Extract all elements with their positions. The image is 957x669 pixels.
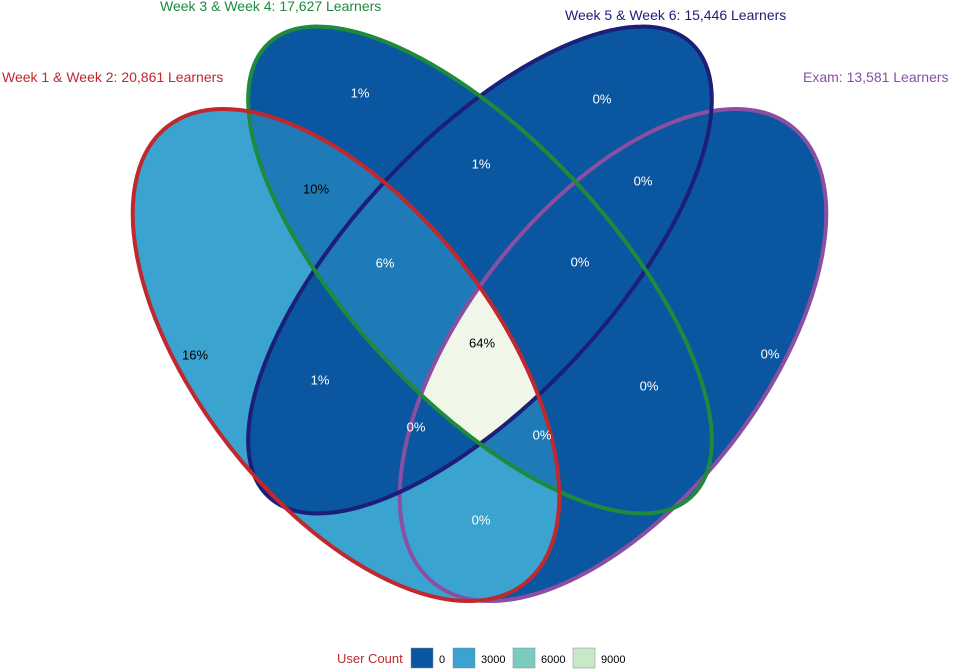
region-w12-exam: 0% bbox=[472, 512, 491, 527]
set-label-week34: Week 3 & Week 4: 17,627 Learners bbox=[160, 0, 381, 14]
legend: User Count 0 3000 6000 9000 bbox=[337, 647, 625, 669]
venn-fills bbox=[132, 26, 827, 602]
week34-outline bbox=[246, 24, 714, 516]
legend-label-0: 0 bbox=[439, 654, 445, 666]
region-all-four: 64% bbox=[469, 335, 495, 350]
region-w34-w56-exam: 0% bbox=[571, 254, 590, 269]
region-w12-w34-exam: 0% bbox=[533, 427, 552, 442]
region-week56-only: 0% bbox=[593, 91, 612, 106]
legend-label-2: 6000 bbox=[541, 654, 565, 666]
region-w12-w56: 1% bbox=[311, 372, 330, 387]
legend-swatch-3 bbox=[572, 647, 596, 669]
set-labels: Week 1 & Week 2: 20,861 Learners Week 3 … bbox=[2, 0, 949, 85]
region-week34-only: 1% bbox=[351, 85, 370, 100]
region-w56-exam: 0% bbox=[634, 173, 653, 188]
set-label-exam: Exam: 13,581 Learners bbox=[803, 69, 949, 85]
region-w12-w56-exam: 0% bbox=[407, 419, 426, 434]
week12-outline bbox=[130, 106, 562, 604]
set-label-week56: Week 5 & Week 6: 15,446 Learners bbox=[565, 7, 786, 23]
region-week12-only: 16% bbox=[182, 347, 208, 362]
region-exam-only: 0% bbox=[761, 346, 780, 361]
region-w12-w34: 10% bbox=[303, 181, 329, 196]
region-w12-w34-w56: 6% bbox=[376, 255, 395, 270]
region-w34-exam: 0% bbox=[640, 378, 659, 393]
legend-swatch-2 bbox=[512, 647, 536, 669]
set-label-week12: Week 1 & Week 2: 20,861 Learners bbox=[2, 69, 223, 85]
legend-title: User Count bbox=[337, 651, 403, 666]
legend-label-1: 3000 bbox=[481, 654, 505, 666]
legend-swatch-0 bbox=[410, 647, 434, 669]
region-labels: 16% 1% 0% 0% 10% 1% 0% 6% 0% 64% 1% 0% 0… bbox=[182, 85, 780, 527]
week56-fill bbox=[248, 26, 712, 514]
legend-swatch-1 bbox=[452, 647, 476, 669]
venn-outlines bbox=[130, 24, 829, 604]
exam-outline bbox=[397, 106, 829, 604]
legend-label-3: 9000 bbox=[601, 654, 625, 666]
region-w34-w56: 1% bbox=[472, 156, 491, 171]
